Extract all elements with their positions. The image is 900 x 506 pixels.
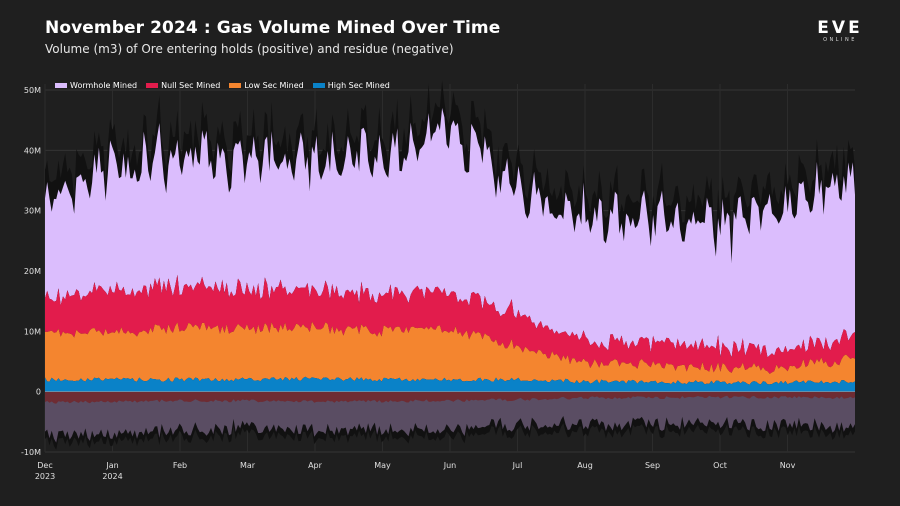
y-tick-label: 20M (24, 267, 41, 276)
logo-subtext: ONLINE (823, 37, 857, 43)
x-tick-label: Sep (645, 461, 660, 470)
legend-label-wormhole: Wormhole Mined (70, 81, 138, 90)
legend-swatch-wormhole (55, 83, 67, 88)
legend-swatch-high-sec (312, 83, 325, 88)
y-tick-label: 50M (24, 86, 41, 95)
logo-text: EVE (817, 18, 863, 38)
y-tick-label: 0 (36, 388, 41, 397)
x-tick-label: Mar (240, 461, 256, 470)
x-tick-label: Jan (105, 461, 118, 470)
legend-label-high-sec: High Sec Mined (327, 81, 390, 90)
x-tick-label: Aug (577, 461, 593, 470)
chart-legend: Wormhole Mined Null Sec Mined Low Sec Mi… (55, 81, 390, 90)
x-tick-label: Apr (308, 461, 323, 470)
x-tick-label: Oct (713, 461, 727, 470)
y-tick-label: 40M (24, 146, 41, 155)
area-high-sec-mined (45, 376, 855, 392)
x-tick-sublabel: 2023 (35, 472, 55, 481)
x-tick-label: Dec (37, 461, 52, 470)
x-tick-label: Jul (512, 461, 523, 470)
legend-swatch-low-sec (229, 83, 242, 88)
area-null-sec-mined (45, 274, 855, 374)
legend-item-high-sec[interactable]: High Sec Mined (312, 81, 390, 90)
chart-title: November 2024 : Gas Volume Mined Over Ti… (45, 18, 501, 38)
legend-item-low-sec[interactable]: Low Sec Mined (229, 81, 304, 90)
eve-online-logo: EVE ONLINE (808, 20, 872, 46)
y-tick-label: 30M (24, 207, 41, 216)
area-wormhole-mined (45, 108, 855, 358)
legend-item-wormhole[interactable]: Wormhole Mined (55, 81, 137, 90)
x-tick-sublabel: 2024 (102, 472, 122, 481)
y-tick-label: 10M (24, 327, 41, 336)
x-tick-label: Feb (173, 461, 187, 470)
x-tick-label: Nov (780, 461, 796, 470)
y-tick-label: -10M (21, 448, 41, 457)
x-tick-label: Jun (443, 461, 457, 470)
legend-label-low-sec: Low Sec Mined (244, 81, 304, 90)
legend-item-null-sec[interactable]: Null Sec Mined (146, 81, 220, 90)
residue-area (45, 391, 855, 443)
legend-label-null-sec: Null Sec Mined (161, 81, 221, 90)
residue-band-area (45, 391, 855, 404)
legend-swatch-null-sec (146, 83, 159, 88)
chart-subtitle: Volume (m3) of Ore entering holds (posit… (45, 42, 454, 56)
x-tick-label: May (374, 461, 391, 470)
area-low-sec-mined (45, 321, 855, 385)
